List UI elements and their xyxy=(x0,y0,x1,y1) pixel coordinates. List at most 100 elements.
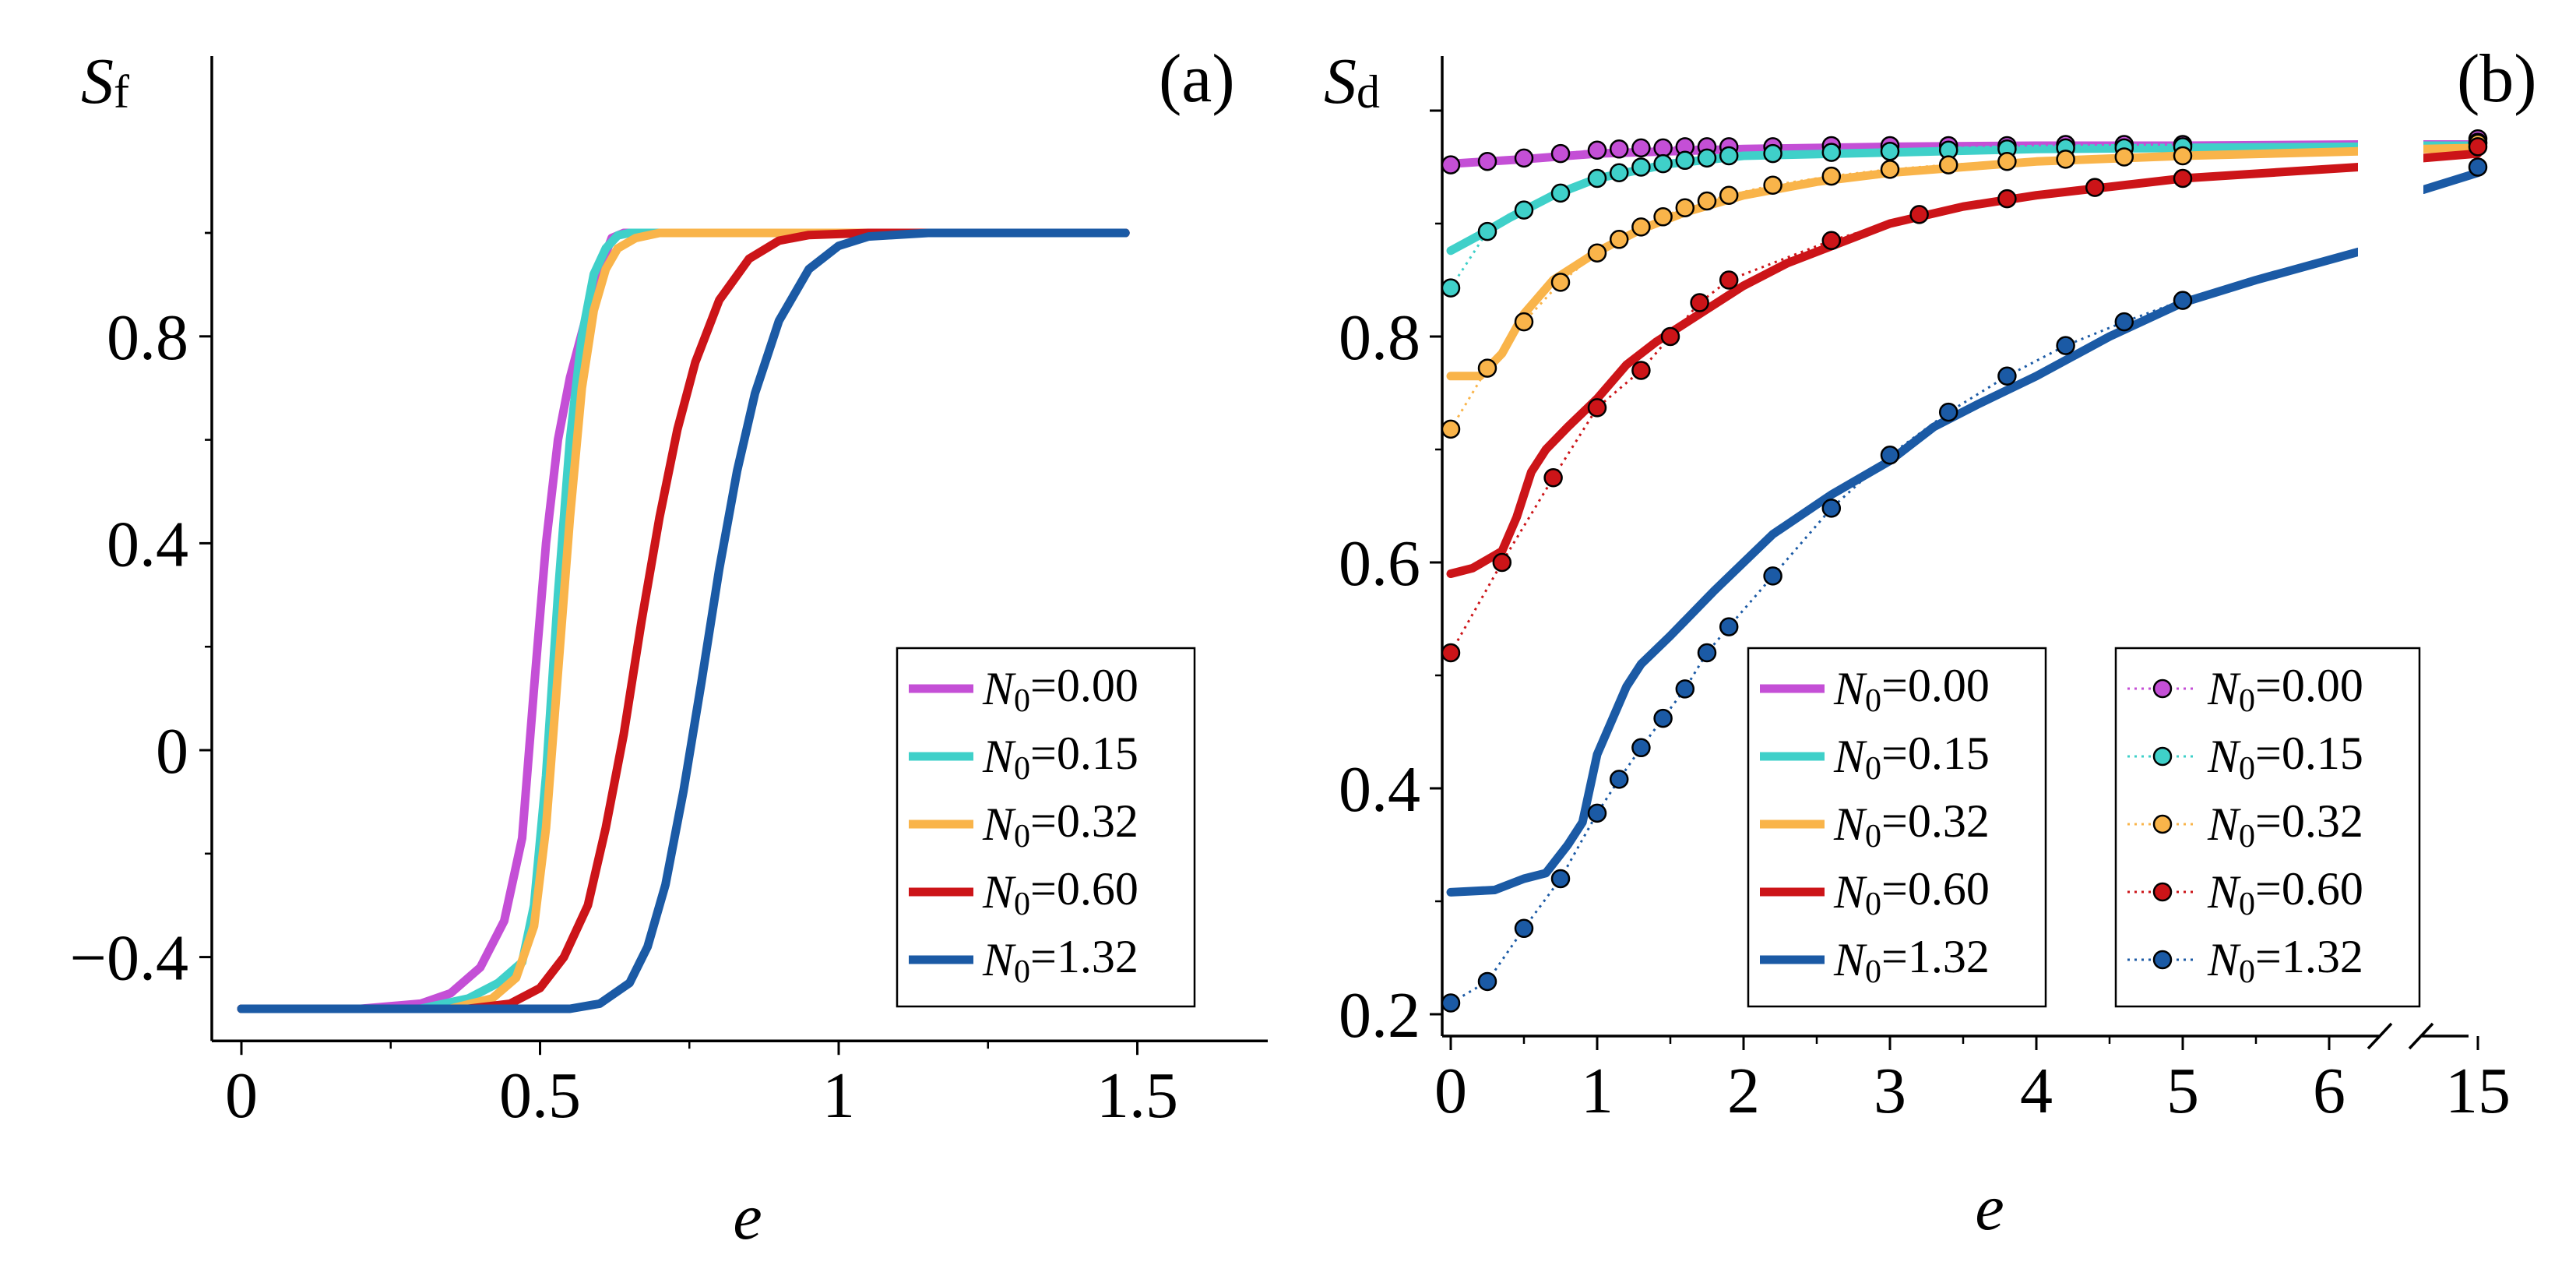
legend-label-sub: 0 xyxy=(2239,819,2255,855)
data-point xyxy=(1477,152,1497,171)
legend-label-sub: 0 xyxy=(1014,954,1030,990)
data-point xyxy=(1997,366,2017,386)
legend-label-main: N xyxy=(1833,663,1867,714)
y-tick-label: 0.4 xyxy=(107,508,188,580)
legend-label: N0=0.60 xyxy=(982,863,1138,922)
data-point xyxy=(1880,160,1900,179)
x-tick-label: 4 xyxy=(2020,1055,2053,1127)
legend-label-rest: =1.32 xyxy=(2255,931,2363,982)
x-tick-label: 1 xyxy=(1581,1055,1614,1127)
legend-label: N0=0.32 xyxy=(2207,795,2363,855)
data-point xyxy=(1763,566,1782,586)
legend-label-rest: =0.32 xyxy=(1030,795,1138,847)
legend-label-rest: =1.32 xyxy=(1881,931,1990,982)
legend-label-sub: 0 xyxy=(2239,751,2255,787)
legend-label-main: N xyxy=(2207,934,2241,985)
series-line-1 xyxy=(237,228,1130,1013)
data-point xyxy=(1675,679,1695,699)
data-point xyxy=(2114,147,2134,167)
data-point xyxy=(1631,361,1651,380)
x-tick-label: 0 xyxy=(1434,1055,1467,1127)
panel-label: (b) xyxy=(2457,41,2537,117)
data-point xyxy=(1880,141,1900,161)
data-point xyxy=(1550,143,1571,164)
legend-label-main: N xyxy=(982,934,1016,985)
legend-label: N0=0.15 xyxy=(1833,728,1990,787)
legend-label-main: N xyxy=(2207,731,2241,782)
legend-label: N0=0.32 xyxy=(1833,795,1990,855)
legend-label-sub: 0 xyxy=(2239,886,2255,922)
y-tick-label: 0.2 xyxy=(1339,979,1420,1052)
legend-label-rest: =1.32 xyxy=(1030,931,1138,982)
data-point xyxy=(1690,293,1709,312)
data-point xyxy=(1675,198,1695,217)
legend-label-main: N xyxy=(1833,731,1867,782)
y-axis-title-sub: f xyxy=(114,66,129,118)
data-point xyxy=(1631,217,1651,237)
legend-label-main: N xyxy=(2207,798,2241,850)
legend-label: N0=0.60 xyxy=(1833,863,1990,922)
data-point xyxy=(1514,312,1534,332)
data-point xyxy=(1543,468,1563,488)
legend-label-rest: =0.00 xyxy=(1030,660,1138,711)
legend-label-sub: 0 xyxy=(2239,683,2255,719)
data-point xyxy=(1631,157,1651,177)
legend-label-rest: =0.15 xyxy=(1881,728,1990,779)
legend-label-rest: =0.60 xyxy=(1881,863,1990,915)
x-tick-label: 15 xyxy=(2445,1055,2511,1127)
y-axis-title: Sd xyxy=(1324,45,1380,118)
legend-label-sub: 0 xyxy=(1865,819,1881,855)
y-tick-label: 0.8 xyxy=(1339,301,1420,374)
data-point xyxy=(1660,326,1680,347)
data-point xyxy=(1514,148,1534,168)
data-point xyxy=(1821,166,1842,186)
legend-label-sub: 0 xyxy=(1865,683,1881,719)
data-point xyxy=(1997,189,2017,209)
x-tick-label: 1.5 xyxy=(1096,1059,1178,1132)
data-point xyxy=(1514,918,1534,939)
data-point xyxy=(1550,869,1571,889)
data-point xyxy=(1653,207,1673,227)
x-tick-label: 6 xyxy=(2313,1055,2345,1127)
data-point xyxy=(1763,143,1782,164)
legend-label-sub: 0 xyxy=(2239,954,2255,990)
legend-label: N0=0.15 xyxy=(2207,728,2363,787)
series-line-3 xyxy=(1446,163,2363,578)
series-line-after-4 xyxy=(2419,168,2483,194)
y-axis-title-main: S xyxy=(81,45,114,118)
x-axis-title: e xyxy=(733,1181,762,1253)
series-line-after-3 xyxy=(2419,149,2483,163)
legend-label: N0=0.15 xyxy=(982,728,1138,787)
legend-label: N0=0.60 xyxy=(2207,863,2363,922)
y-axis-title: Sf xyxy=(81,45,129,118)
data-point xyxy=(2173,168,2193,189)
data-point xyxy=(1587,803,1607,823)
data-point xyxy=(2173,146,2193,166)
legend-label-main: N xyxy=(1833,866,1867,918)
legend-marker xyxy=(2152,814,2173,834)
data-point xyxy=(1609,230,1629,249)
legend-label: N0=0.00 xyxy=(982,660,1138,719)
data-point xyxy=(1653,138,1673,158)
panel-a: 0 0.5 1 1.5−0.400.40.8Sfe(a)N0=0.00N0=0.15N… xyxy=(70,41,1268,1253)
data-point xyxy=(1587,243,1607,263)
legend-label: N0=0.32 xyxy=(982,795,1138,855)
legend-label: N0=1.32 xyxy=(982,931,1138,990)
legend-label-main: N xyxy=(982,663,1016,714)
data-point xyxy=(1653,153,1673,174)
y-axis-title-sub: d xyxy=(1357,66,1380,118)
legend-label-main: N xyxy=(1833,934,1867,985)
series-line-1 xyxy=(1446,142,2363,256)
axis-break-mark xyxy=(2367,1022,2393,1050)
legend-label-sub: 0 xyxy=(1014,819,1030,855)
series-line-2 xyxy=(237,228,1130,1013)
data-point xyxy=(1631,138,1651,158)
data-point xyxy=(2085,178,2105,197)
data-point xyxy=(1550,183,1571,203)
legend-marker xyxy=(2152,679,2173,699)
x-tick-label: 0.5 xyxy=(499,1059,581,1132)
legend-label: N0=0.00 xyxy=(1833,660,1990,719)
data-point xyxy=(1609,139,1629,159)
data-point xyxy=(1719,617,1739,636)
